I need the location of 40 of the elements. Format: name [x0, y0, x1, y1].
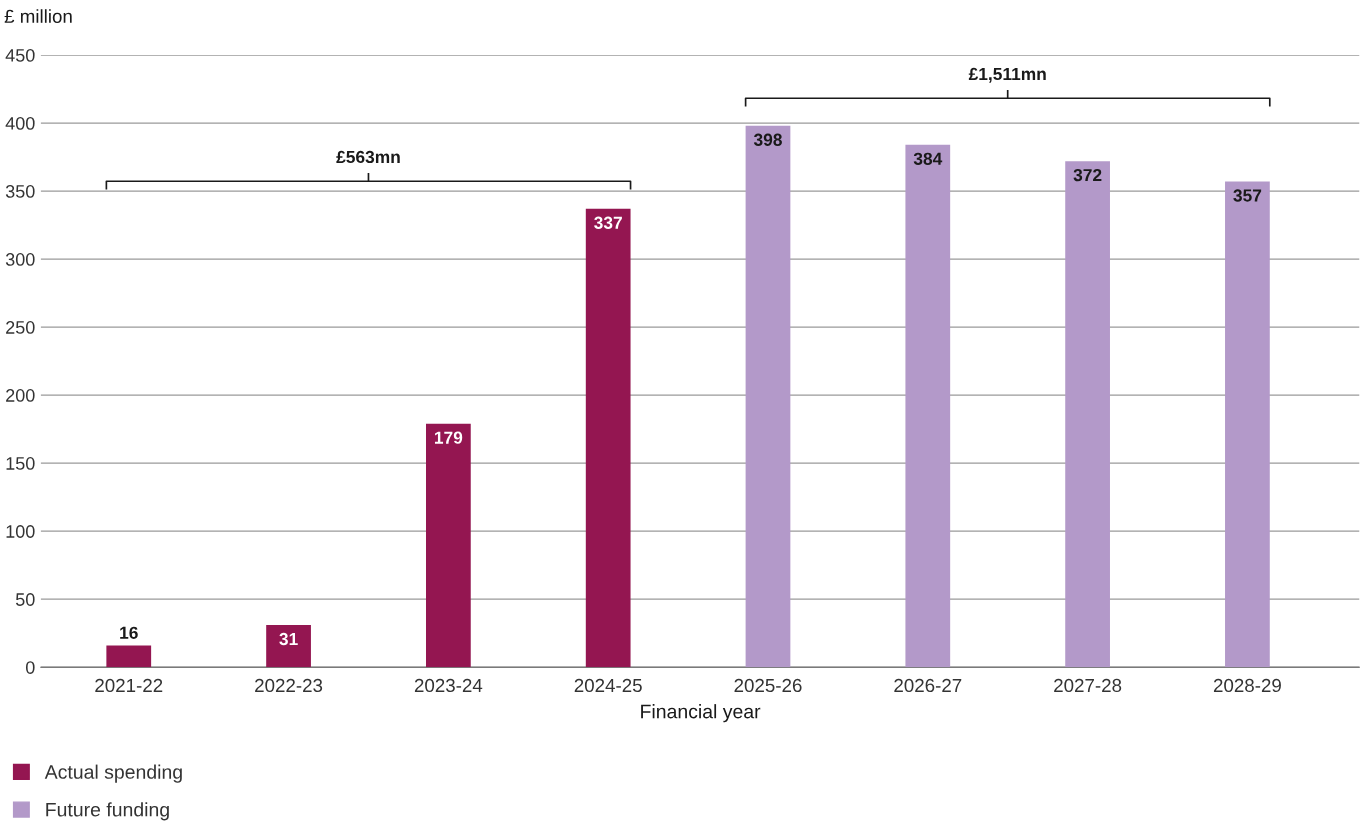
x-axis-title: Financial year: [641, 704, 761, 723]
x-tick-label: 2028-29: [1213, 678, 1281, 693]
data-label: 372: [1073, 168, 1102, 182]
y-tick-label: 100: [6, 525, 35, 538]
data-label: 179: [434, 431, 463, 444]
legend-label: Actual spending: [44, 764, 182, 783]
y-tick-label: 200: [6, 389, 35, 402]
bar: [1225, 181, 1270, 668]
x-tick-label: 2024-25: [574, 678, 642, 693]
data-label: 384: [913, 152, 943, 165]
data-label: 31: [279, 632, 298, 646]
legend-label: Future funding: [46, 802, 169, 821]
y-tick-label: 250: [6, 321, 35, 334]
annotation: £563mn: [336, 150, 400, 164]
x-tick-label: 2022-23: [255, 678, 323, 693]
data-label: 398: [753, 133, 782, 146]
bar: [106, 645, 152, 668]
x-tick-label: 2023-24: [414, 678, 483, 693]
y-tick-label: 400: [5, 117, 35, 130]
bar: [1065, 161, 1110, 668]
x-tick-label: 2021-22: [95, 678, 163, 693]
data-label: 357: [1233, 189, 1262, 202]
bar: [585, 208, 631, 668]
y-tick-label: 300: [5, 253, 35, 266]
bar: [266, 625, 311, 668]
y-tick-label: 350: [5, 185, 35, 198]
y-tick-label: 0: [25, 661, 35, 674]
bar: [905, 144, 951, 668]
bar: [426, 423, 471, 668]
y-axis-title: £ million: [4, 9, 72, 23]
data-label: 16: [120, 626, 138, 639]
y-tick-label: 50: [15, 593, 35, 606]
y-tick-label: 450: [5, 48, 35, 62]
x-tick-label: 2026-27: [894, 678, 962, 693]
x-tick-label: 2025-26: [734, 678, 802, 693]
data-label: 337: [594, 216, 622, 229]
bar: [745, 125, 791, 668]
y-tick-label: 150: [6, 457, 35, 470]
x-tick-label: 2027-28: [1054, 678, 1122, 693]
annotation: £1,511mn: [968, 67, 1046, 83]
